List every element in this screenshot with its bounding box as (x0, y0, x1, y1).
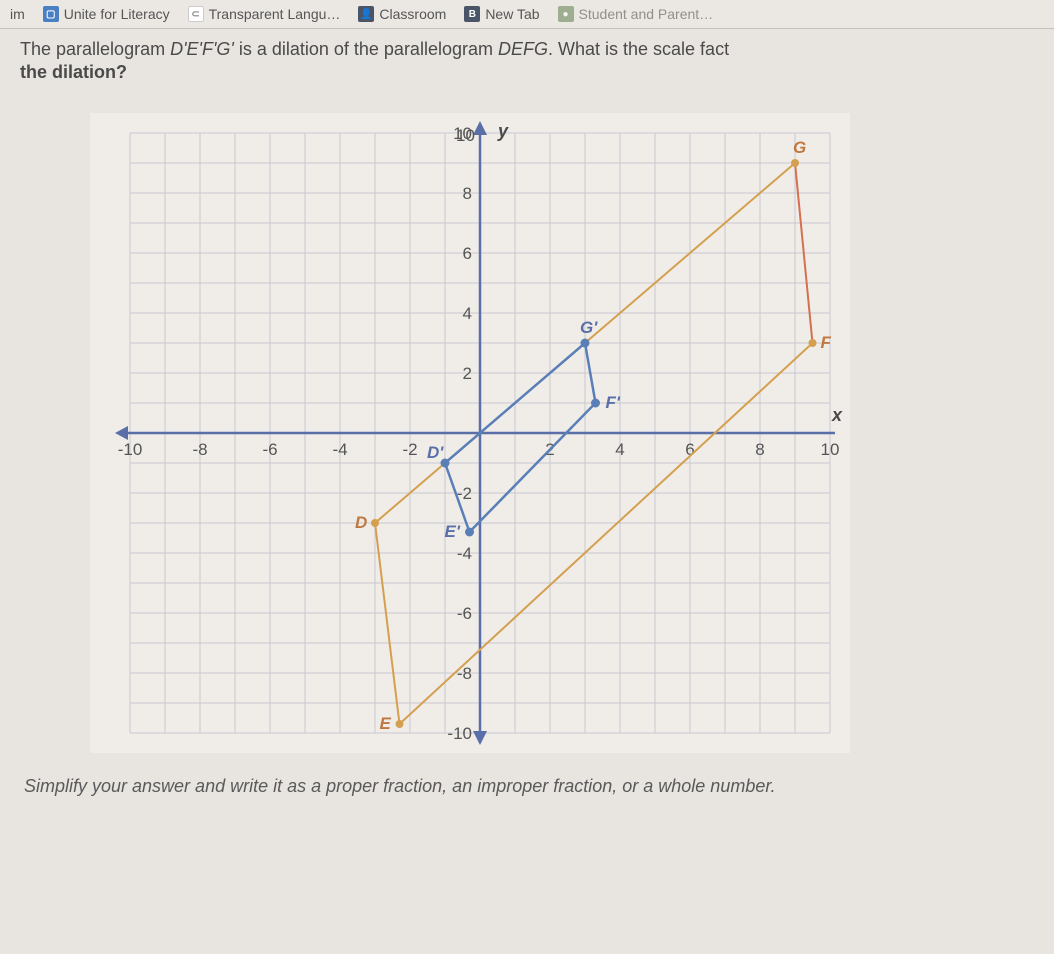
bookmark-label: New Tab (485, 6, 539, 22)
svg-text:G: G (793, 138, 806, 157)
newtab-icon: B (464, 6, 480, 22)
svg-text:-6: -6 (262, 440, 277, 459)
bookmark-item[interactable]: ⊂ Transparent Langu… (188, 6, 341, 22)
question-mid: is a dilation of the parallelogram (234, 39, 498, 59)
svg-text:E: E (380, 714, 392, 733)
literacy-icon: ▢ (43, 6, 59, 22)
svg-text:x: x (831, 405, 843, 425)
classroom-icon: 👤 (358, 6, 374, 22)
svg-text:D': D' (427, 443, 444, 462)
svg-text:10: 10 (456, 126, 475, 145)
svg-text:-2: -2 (402, 440, 417, 459)
svg-text:4: 4 (615, 440, 624, 459)
svg-text:F: F (821, 333, 832, 352)
transparent-icon: ⊂ (188, 6, 204, 22)
bookmarks-bar: im ▢ Unite for Literacy ⊂ Transparent La… (0, 0, 1054, 29)
instruction-text: Simplify your answer and write it as a p… (0, 753, 1054, 800)
bookmark-item[interactable]: ▢ Unite for Literacy (43, 6, 170, 22)
svg-text:D: D (355, 513, 367, 532)
question-shape1: D'E'F'G' (170, 39, 234, 59)
question-suffix: . What is the scale fact (548, 39, 729, 59)
svg-text:-10: -10 (447, 724, 472, 743)
svg-text:E': E' (445, 522, 461, 541)
svg-text:8: 8 (755, 440, 764, 459)
question-shape2: DEFG (498, 39, 548, 59)
svg-text:-4: -4 (457, 544, 472, 563)
bookmark-label: Classroom (379, 6, 446, 22)
svg-text:8: 8 (463, 184, 472, 203)
svg-text:-8: -8 (192, 440, 207, 459)
coordinate-graph: -10-8-6-4-2246810-10-8-6-4-2246810yx10DE… (90, 113, 850, 753)
svg-text:-6: -6 (457, 604, 472, 623)
svg-text:-4: -4 (332, 440, 347, 459)
bookmark-label: Transparent Langu… (209, 6, 341, 22)
bookmark-label: Unite for Literacy (64, 6, 170, 22)
svg-text:G': G' (580, 318, 598, 337)
svg-text:-8: -8 (457, 664, 472, 683)
svg-text:F': F' (606, 393, 621, 412)
bookmark-item[interactable]: B New Tab (464, 6, 539, 22)
student-icon: ● (558, 6, 574, 22)
svg-text:10: 10 (821, 440, 840, 459)
bookmark-item[interactable]: im (10, 6, 25, 22)
bookmark-item[interactable]: ● Student and Parent… (558, 6, 714, 22)
svg-text:6: 6 (463, 244, 472, 263)
svg-text:2: 2 (463, 364, 472, 383)
svg-text:-10: -10 (118, 440, 143, 459)
bookmark-item[interactable]: 👤 Classroom (358, 6, 446, 22)
question-prefix: The parallelogram (20, 39, 170, 59)
question-line2: the dilation? (20, 62, 1034, 83)
bookmark-label: Student and Parent… (579, 6, 714, 22)
svg-text:y: y (497, 121, 509, 141)
bookmark-label: im (10, 6, 25, 22)
svg-text:4: 4 (463, 304, 472, 323)
question-text: The parallelogram D'E'F'G' is a dilation… (0, 29, 1054, 93)
